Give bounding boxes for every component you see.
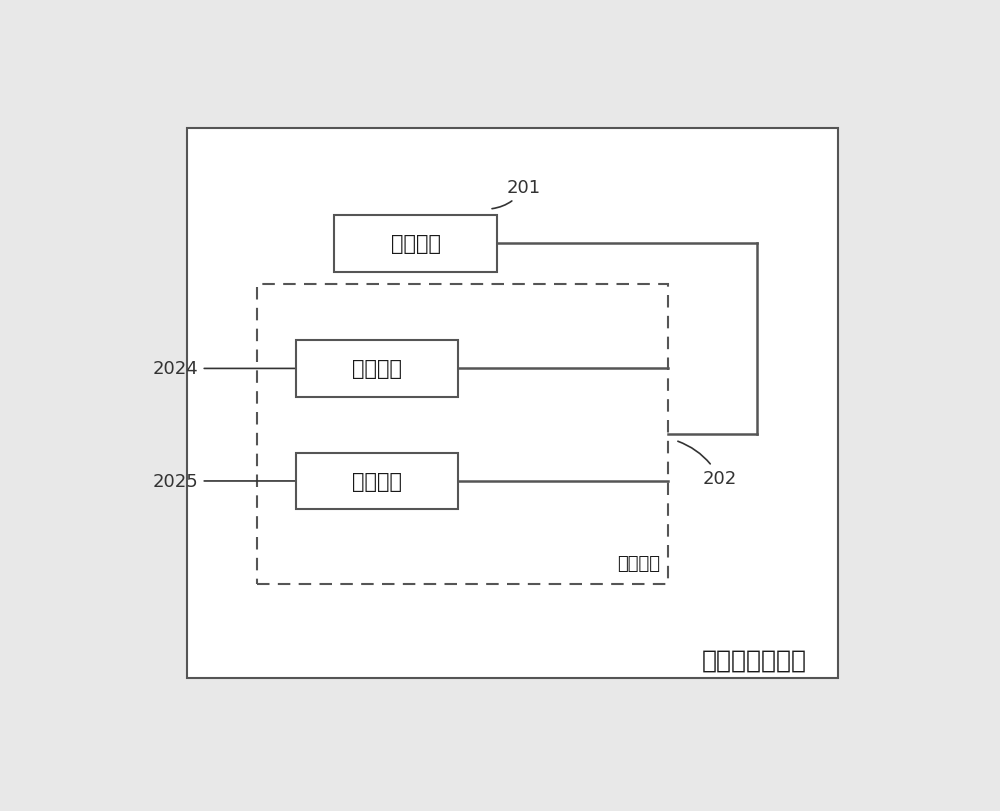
Bar [334, 216, 497, 272]
Text: 分割模块: 分割模块 [617, 554, 660, 572]
Text: 201: 201 [492, 179, 541, 209]
Bar [257, 285, 668, 585]
Text: 2025: 2025 [153, 472, 297, 491]
Bar [187, 128, 838, 678]
Text: 互补模型的设备: 互补模型的设备 [702, 647, 807, 672]
Text: 202: 202 [678, 442, 737, 487]
Text: 2024: 2024 [153, 360, 297, 378]
Text: 训练模块: 训练模块 [391, 234, 441, 254]
Bar [296, 341, 458, 397]
Bar [296, 453, 458, 509]
Text: 预测单元: 预测单元 [352, 359, 402, 379]
Text: 训练单元: 训练单元 [352, 471, 402, 491]
